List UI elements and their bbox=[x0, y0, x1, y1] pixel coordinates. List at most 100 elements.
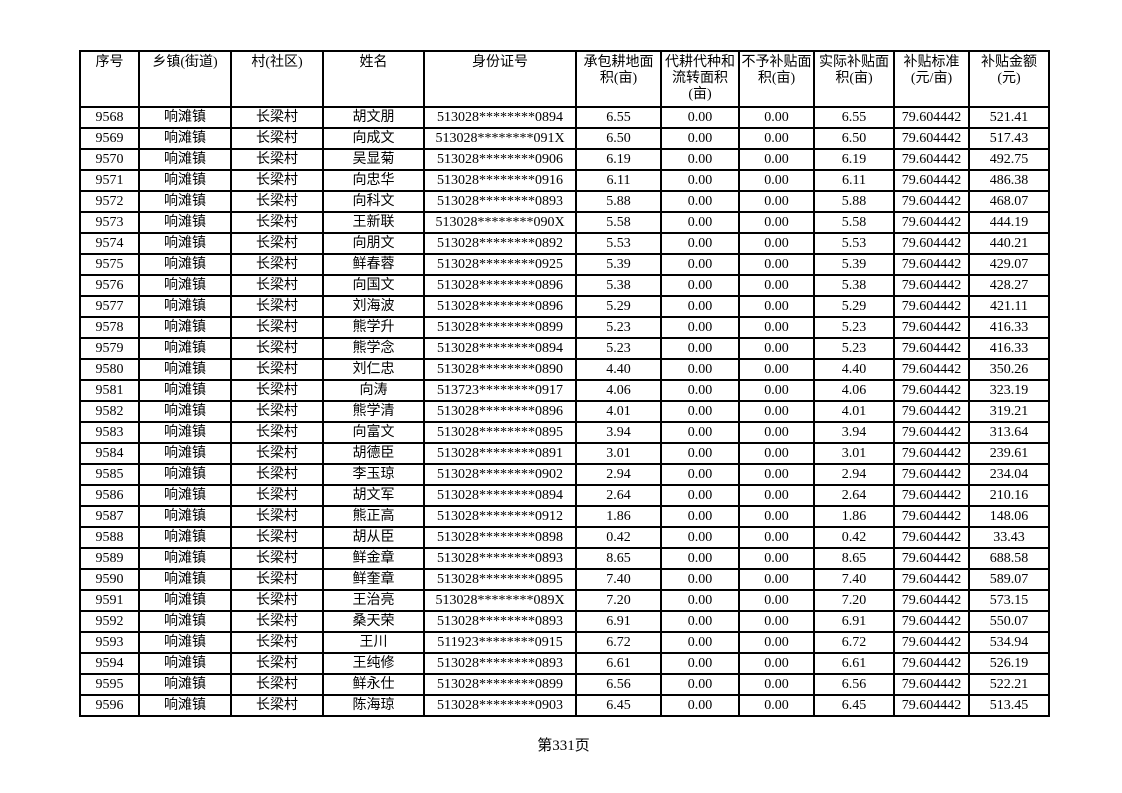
table-cell: 319.21 bbox=[968, 400, 1050, 423]
table-cell: 6.72 bbox=[813, 631, 895, 654]
table-cell: 79.604442 bbox=[893, 673, 970, 696]
table-cell: 长梁村 bbox=[230, 505, 324, 528]
table-cell: 0.00 bbox=[738, 148, 815, 171]
table-cell: 79.604442 bbox=[893, 589, 970, 612]
table-cell: 4.40 bbox=[575, 358, 662, 381]
table-row: 9582 响滩镇 长梁村 熊学清 513028********0896 4.01 0.00 0… bbox=[79, 400, 1050, 423]
table-cell: 1.86 bbox=[813, 505, 895, 528]
table-cell: 0.00 bbox=[738, 547, 815, 570]
table-cell: 9570 bbox=[79, 148, 140, 171]
table-cell: 响滩镇 bbox=[138, 106, 232, 129]
table-cell: 513028********0902 bbox=[423, 463, 577, 486]
table-cell: 长梁村 bbox=[230, 484, 324, 507]
table-cell: 5.38 bbox=[575, 274, 662, 297]
table-row: 9587 响滩镇 长梁村 熊正高 513028********0912 1.86 0.00 0… bbox=[79, 505, 1050, 528]
table-cell: 5.88 bbox=[575, 190, 662, 213]
table-cell: 长梁村 bbox=[230, 127, 324, 150]
table-cell: 响滩镇 bbox=[138, 190, 232, 213]
table-cell: 0.00 bbox=[660, 358, 740, 381]
table-cell: 8.65 bbox=[575, 547, 662, 570]
table-cell: 9586 bbox=[79, 484, 140, 507]
column-header: 补贴金额 (元) bbox=[968, 50, 1050, 108]
table-cell: 响滩镇 bbox=[138, 463, 232, 486]
table-cell: 7.20 bbox=[813, 589, 895, 612]
table-cell: 长梁村 bbox=[230, 169, 324, 192]
table-cell: 胡德臣 bbox=[322, 442, 425, 465]
table-row: 9585 响滩镇 长梁村 李玉琼 513028********0902 2.94 0.00 0… bbox=[79, 463, 1050, 486]
table-cell: 长梁村 bbox=[230, 274, 324, 297]
table-cell: 513028********0899 bbox=[423, 673, 577, 696]
table-cell: 向忠华 bbox=[322, 169, 425, 192]
header-row: 序号 乡镇(街道) 村(社区) 姓名 身份证号 承包耕地面 积(亩) 代耕代种和 流转面积 … bbox=[79, 50, 1050, 108]
table-cell: 79.604442 bbox=[893, 253, 970, 276]
table-cell: 0.00 bbox=[738, 379, 815, 402]
table-row: 9588 响滩镇 长梁村 胡从臣 513028********0898 0.42 0.00 0… bbox=[79, 526, 1050, 549]
table-cell: 79.604442 bbox=[893, 484, 970, 507]
table-cell: 0.00 bbox=[738, 253, 815, 276]
table-cell: 6.72 bbox=[575, 631, 662, 654]
table-cell: 6.11 bbox=[813, 169, 895, 192]
table-row: 9568 响滩镇 长梁村 胡文朋 513028********0894 6.55 0.00 0… bbox=[79, 106, 1050, 129]
table-cell: 79.604442 bbox=[893, 274, 970, 297]
table-cell: 9584 bbox=[79, 442, 140, 465]
table-cell: 550.07 bbox=[968, 610, 1050, 633]
table-cell: 长梁村 bbox=[230, 589, 324, 612]
table-cell: 0.00 bbox=[738, 442, 815, 465]
table-cell: 6.55 bbox=[575, 106, 662, 129]
table-row: 9578 响滩镇 长梁村 熊学升 513028********0899 5.23 0.00 0… bbox=[79, 316, 1050, 339]
table-cell: 79.604442 bbox=[893, 463, 970, 486]
table-cell: 0.00 bbox=[660, 169, 740, 192]
table-cell: 响滩镇 bbox=[138, 253, 232, 276]
table-cell: 响滩镇 bbox=[138, 484, 232, 507]
table-row: 9595 响滩镇 长梁村 鲜永仕 513028********0899 6.56 0.00 0… bbox=[79, 673, 1050, 696]
table-cell: 79.604442 bbox=[893, 169, 970, 192]
column-header: 不予补贴面 积(亩) bbox=[738, 50, 815, 108]
table-cell: 9595 bbox=[79, 673, 140, 696]
table-cell: 9572 bbox=[79, 190, 140, 213]
table-cell: 胡文朋 bbox=[322, 106, 425, 129]
table-cell: 513723********0917 bbox=[423, 379, 577, 402]
table-cell: 李玉琼 bbox=[322, 463, 425, 486]
table-cell: 513028********0899 bbox=[423, 316, 577, 339]
table-cell: 6.61 bbox=[575, 652, 662, 675]
table-cell: 9577 bbox=[79, 295, 140, 318]
table-row: 9575 响滩镇 长梁村 鲜春蓉 513028********0925 5.39 0.00 0… bbox=[79, 253, 1050, 276]
table-cell: 9590 bbox=[79, 568, 140, 591]
table-cell: 511923********0915 bbox=[423, 631, 577, 654]
table-cell: 5.39 bbox=[813, 253, 895, 276]
table-cell: 6.19 bbox=[575, 148, 662, 171]
table-cell: 79.604442 bbox=[893, 610, 970, 633]
table-cell: 响滩镇 bbox=[138, 316, 232, 339]
table-cell: 79.604442 bbox=[893, 694, 970, 717]
table-cell: 0.00 bbox=[660, 526, 740, 549]
table-cell: 长梁村 bbox=[230, 610, 324, 633]
table-cell: 5.29 bbox=[575, 295, 662, 318]
table-cell: 长梁村 bbox=[230, 463, 324, 486]
table-cell: 688.58 bbox=[968, 547, 1050, 570]
table-cell: 响滩镇 bbox=[138, 589, 232, 612]
table-cell: 王川 bbox=[322, 631, 425, 654]
table-cell: 长梁村 bbox=[230, 379, 324, 402]
table-cell: 0.00 bbox=[660, 694, 740, 717]
column-header: 补贴标准 (元/亩) bbox=[893, 50, 970, 108]
table-cell: 5.38 bbox=[813, 274, 895, 297]
table-row: 9589 响滩镇 长梁村 鲜金章 513028********0893 8.65 0.00 0… bbox=[79, 547, 1050, 570]
table-cell: 444.19 bbox=[968, 211, 1050, 234]
table-cell: 0.00 bbox=[738, 190, 815, 213]
table-cell: 416.33 bbox=[968, 316, 1050, 339]
table-cell: 513028********0893 bbox=[423, 652, 577, 675]
table-cell: 5.53 bbox=[813, 232, 895, 255]
table-cell: 鲜春蓉 bbox=[322, 253, 425, 276]
table-cell: 513028********0895 bbox=[423, 421, 577, 444]
table-cell: 长梁村 bbox=[230, 232, 324, 255]
table-cell: 长梁村 bbox=[230, 652, 324, 675]
table-cell: 6.50 bbox=[813, 127, 895, 150]
table-cell: 0.00 bbox=[660, 442, 740, 465]
table-row: 9584 响滩镇 长梁村 胡德臣 513028********0891 3.01 0.00 0… bbox=[79, 442, 1050, 465]
table-cell: 0.00 bbox=[738, 673, 815, 696]
table-cell: 513028********0894 bbox=[423, 337, 577, 360]
table-cell: 9591 bbox=[79, 589, 140, 612]
table-body: 9568 响滩镇 长梁村 胡文朋 513028********0894 6.55 0.00 0… bbox=[79, 106, 1050, 717]
table-cell: 胡文军 bbox=[322, 484, 425, 507]
table-cell: 2.64 bbox=[813, 484, 895, 507]
